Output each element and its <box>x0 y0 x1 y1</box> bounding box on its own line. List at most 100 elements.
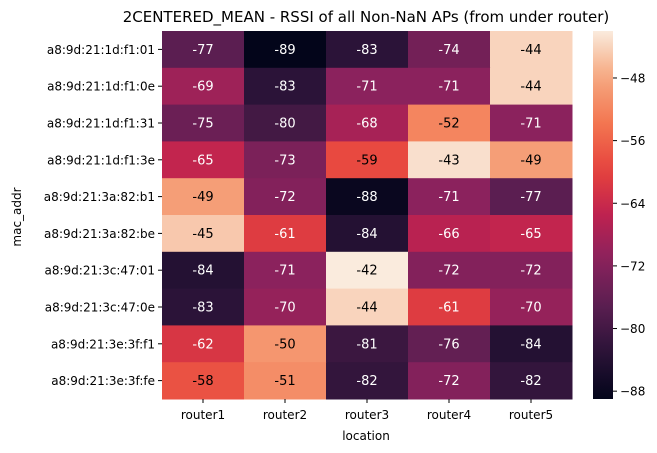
cell-value-label: -49 <box>520 153 541 168</box>
cell-value-label: -42 <box>356 264 377 279</box>
heatmap-cell <box>326 215 409 253</box>
cell-value-label: -71 <box>274 264 295 279</box>
cell-labels: -77 -89 -83 -74 -44 -69 -83 -71 -71 -44 -75 -80 -68 -… <box>192 43 541 389</box>
heatmap-cell <box>490 141 573 179</box>
cell-value-label: -81 <box>356 337 377 352</box>
cell-value-label: -88 <box>356 190 377 205</box>
heatmap-cell <box>244 325 327 363</box>
y-axis: a8:9d:21:1d:f1:01 a8:9d:21:1d:f1:0e a8:9d:… <box>44 43 162 388</box>
y-tick-label: a8:9d:21:3e:3f:fe <box>51 374 155 388</box>
heatmap-cell <box>162 67 245 106</box>
cell-value-label: -76 <box>438 337 459 352</box>
heatmap-cell <box>408 215 491 253</box>
cell-value-label: -71 <box>438 80 459 95</box>
cell-value-label: -58 <box>192 374 213 389</box>
heatmap-cell <box>162 178 245 216</box>
cell-value-label: -71 <box>520 117 541 132</box>
heatmap-cell <box>326 67 409 106</box>
cell-value-label: -80 <box>274 117 295 132</box>
heatmap-cell <box>162 104 245 142</box>
y-axis-label: mac_addr <box>10 187 24 246</box>
heatmap-cell <box>244 215 327 253</box>
cell-value-label: -73 <box>274 153 295 168</box>
heatmap-cell <box>162 31 245 69</box>
cell-value-label: -84 <box>520 337 541 352</box>
cell-value-label: -59 <box>356 153 377 168</box>
cell-value-label: -72 <box>274 190 295 205</box>
heatmap-cell <box>490 178 573 216</box>
colorbar-tick-label: −88 <box>620 385 645 399</box>
cell-value-label: -74 <box>438 43 459 58</box>
cell-value-label: -72 <box>520 264 541 279</box>
heatmap-cell <box>326 178 409 216</box>
x-tick-label: router1 <box>181 408 225 422</box>
heatmap-cell <box>408 251 491 290</box>
cell-value-label: -68 <box>356 117 377 132</box>
x-tick-label: router3 <box>345 408 389 422</box>
cell-value-label: -61 <box>274 227 295 242</box>
heatmap-cells <box>162 31 573 400</box>
heatmap-cell <box>162 215 245 253</box>
heatmap-cell <box>162 141 245 179</box>
cell-value-label: -51 <box>274 374 295 389</box>
heatmap-cell <box>244 141 327 179</box>
x-axis-label: location <box>342 429 390 443</box>
heatmap-cell <box>408 104 491 142</box>
heatmap-cell <box>490 362 573 400</box>
heatmap-cell <box>244 178 327 216</box>
heatmap-cell <box>408 362 491 400</box>
colorbar-tick-label: −56 <box>620 134 645 148</box>
heatmap-cell <box>490 104 573 142</box>
cell-value-label: -65 <box>520 227 541 242</box>
cell-value-label: -44 <box>520 80 541 95</box>
cell-value-label: -89 <box>274 43 295 58</box>
cell-value-label: -83 <box>274 80 295 95</box>
heatmap-cell <box>326 251 409 290</box>
colorbar-tick-label: −64 <box>620 197 645 211</box>
cell-value-label: -71 <box>356 80 377 95</box>
heatmap-cell <box>244 31 327 69</box>
heatmap-cell <box>326 288 409 326</box>
cell-value-label: -72 <box>438 264 459 279</box>
y-tick-label: a8:9d:21:3a:82:b1 <box>44 190 155 204</box>
heatmap-cell <box>326 31 409 69</box>
heatmap-cell <box>244 104 327 142</box>
cell-value-label: -84 <box>356 227 377 242</box>
y-tick-label: a8:9d:21:3c:47:0e <box>45 301 155 315</box>
cell-value-label: -70 <box>274 301 295 316</box>
cell-value-label: -75 <box>192 117 213 132</box>
heatmap-cell <box>162 325 245 363</box>
cell-value-label: -83 <box>356 43 377 58</box>
heatmap-cell <box>408 325 491 363</box>
heatmap-cell <box>326 104 409 142</box>
cell-value-label: -69 <box>192 80 213 95</box>
y-tick-label: a8:9d:21:3e:3f:f1 <box>51 337 155 351</box>
heatmap-cell <box>244 67 327 106</box>
heatmap-cell <box>490 288 573 326</box>
colorbar-ticks: −48 −56 −64 −72 −80 −88 <box>613 71 645 399</box>
x-tick-label: router2 <box>263 408 307 422</box>
cell-value-label: -50 <box>274 337 295 352</box>
x-tick-label: router5 <box>509 408 553 422</box>
y-tick-label: a8:9d:21:3c:47:01 <box>45 264 156 278</box>
cell-value-label: -44 <box>520 43 541 58</box>
y-tick-label: a8:9d:21:1d:f1:0e <box>47 80 155 94</box>
cell-value-label: -83 <box>192 301 213 316</box>
cell-value-label: -84 <box>192 264 213 279</box>
heatmap-cell <box>244 251 327 290</box>
cell-value-label: -44 <box>356 301 377 316</box>
y-tick-label: a8:9d:21:1d:f1:31 <box>47 117 155 131</box>
heatmap-cell <box>244 362 327 400</box>
cell-value-label: -72 <box>438 374 459 389</box>
heatmap-cell <box>326 325 409 363</box>
cell-value-label: -82 <box>356 374 377 389</box>
heatmap-cell <box>162 288 245 326</box>
chart-title: 2CENTERED_MEAN - RSSI of all Non-NaN APs… <box>123 8 610 27</box>
x-axis: router1 router2 router3 router4 router5 <box>181 399 553 422</box>
cell-value-label: -61 <box>438 301 459 316</box>
y-tick-label: a8:9d:21:1d:f1:3e <box>47 153 155 167</box>
cell-value-label: -62 <box>192 337 213 352</box>
cell-value-label: -82 <box>520 374 541 389</box>
colorbar-tick-label: −80 <box>620 322 645 336</box>
cell-value-label: -77 <box>520 190 541 205</box>
